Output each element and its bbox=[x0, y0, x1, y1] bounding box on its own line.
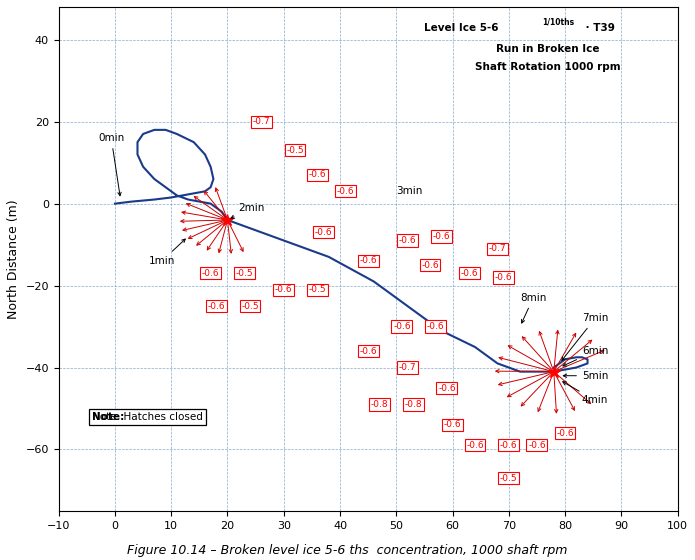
Text: -0.7: -0.7 bbox=[489, 244, 507, 253]
Text: 7min: 7min bbox=[562, 314, 608, 361]
Text: Run in Broken Ice: Run in Broken Ice bbox=[496, 44, 600, 54]
Text: 3min: 3min bbox=[396, 186, 423, 197]
Text: -0.6: -0.6 bbox=[528, 441, 546, 450]
Text: -0.6: -0.6 bbox=[466, 441, 484, 450]
Text: -0.5: -0.5 bbox=[286, 146, 304, 155]
Text: -0.6: -0.6 bbox=[432, 232, 450, 241]
Y-axis label: North Distance (m): North Distance (m) bbox=[7, 199, 20, 319]
Text: -0.7: -0.7 bbox=[252, 117, 270, 126]
Text: -0.6: -0.6 bbox=[438, 384, 456, 393]
Text: -0.6: -0.6 bbox=[399, 236, 416, 245]
Text: -0.6: -0.6 bbox=[275, 285, 293, 294]
Text: · T39: · T39 bbox=[582, 24, 615, 34]
Text: -0.5: -0.5 bbox=[236, 269, 253, 278]
Text: Note: Hatches closed: Note: Hatches closed bbox=[92, 412, 204, 422]
Text: -0.6: -0.6 bbox=[359, 256, 377, 265]
Text: -0.6: -0.6 bbox=[207, 301, 225, 311]
Text: -0.6: -0.6 bbox=[556, 428, 574, 437]
Text: -0.8: -0.8 bbox=[404, 400, 422, 409]
Text: -0.6: -0.6 bbox=[202, 269, 220, 278]
Text: 2min: 2min bbox=[231, 203, 265, 218]
Text: Figure 10.14 – Broken level ice 5-6 ths  concentration, 1000 shaft rpm: Figure 10.14 – Broken level ice 5-6 ths … bbox=[127, 544, 568, 557]
Text: 8min: 8min bbox=[520, 293, 546, 323]
Text: 1min: 1min bbox=[149, 239, 186, 266]
Text: 1/10ths: 1/10ths bbox=[543, 17, 575, 26]
Text: -0.6: -0.6 bbox=[393, 322, 411, 331]
Text: 6min: 6min bbox=[563, 346, 608, 366]
Text: -0.5: -0.5 bbox=[241, 301, 259, 311]
Text: -0.6: -0.6 bbox=[461, 269, 478, 278]
Text: -0.5: -0.5 bbox=[309, 285, 327, 294]
Text: -0.6: -0.6 bbox=[309, 170, 327, 179]
Text: -0.6: -0.6 bbox=[494, 273, 512, 282]
Text: -0.6: -0.6 bbox=[314, 228, 332, 237]
Text: 5min: 5min bbox=[563, 371, 608, 381]
Text: Shaft Rotation 1000 rpm: Shaft Rotation 1000 rpm bbox=[475, 62, 621, 72]
Text: -0.6: -0.6 bbox=[337, 187, 354, 196]
Text: -0.5: -0.5 bbox=[500, 474, 518, 483]
Text: -0.8: -0.8 bbox=[370, 400, 389, 409]
Text: 0min: 0min bbox=[98, 133, 124, 195]
Text: Note:: Note: bbox=[92, 412, 124, 422]
Text: Level Ice 5-6: Level Ice 5-6 bbox=[425, 24, 499, 34]
Text: -0.6: -0.6 bbox=[427, 322, 445, 331]
Text: -0.6: -0.6 bbox=[359, 347, 377, 356]
Text: -0.6: -0.6 bbox=[421, 260, 439, 269]
Text: -0.6: -0.6 bbox=[500, 441, 518, 450]
Text: 4min: 4min bbox=[563, 382, 608, 405]
Text: -0.7: -0.7 bbox=[399, 363, 416, 372]
Text: -0.6: -0.6 bbox=[443, 421, 461, 430]
